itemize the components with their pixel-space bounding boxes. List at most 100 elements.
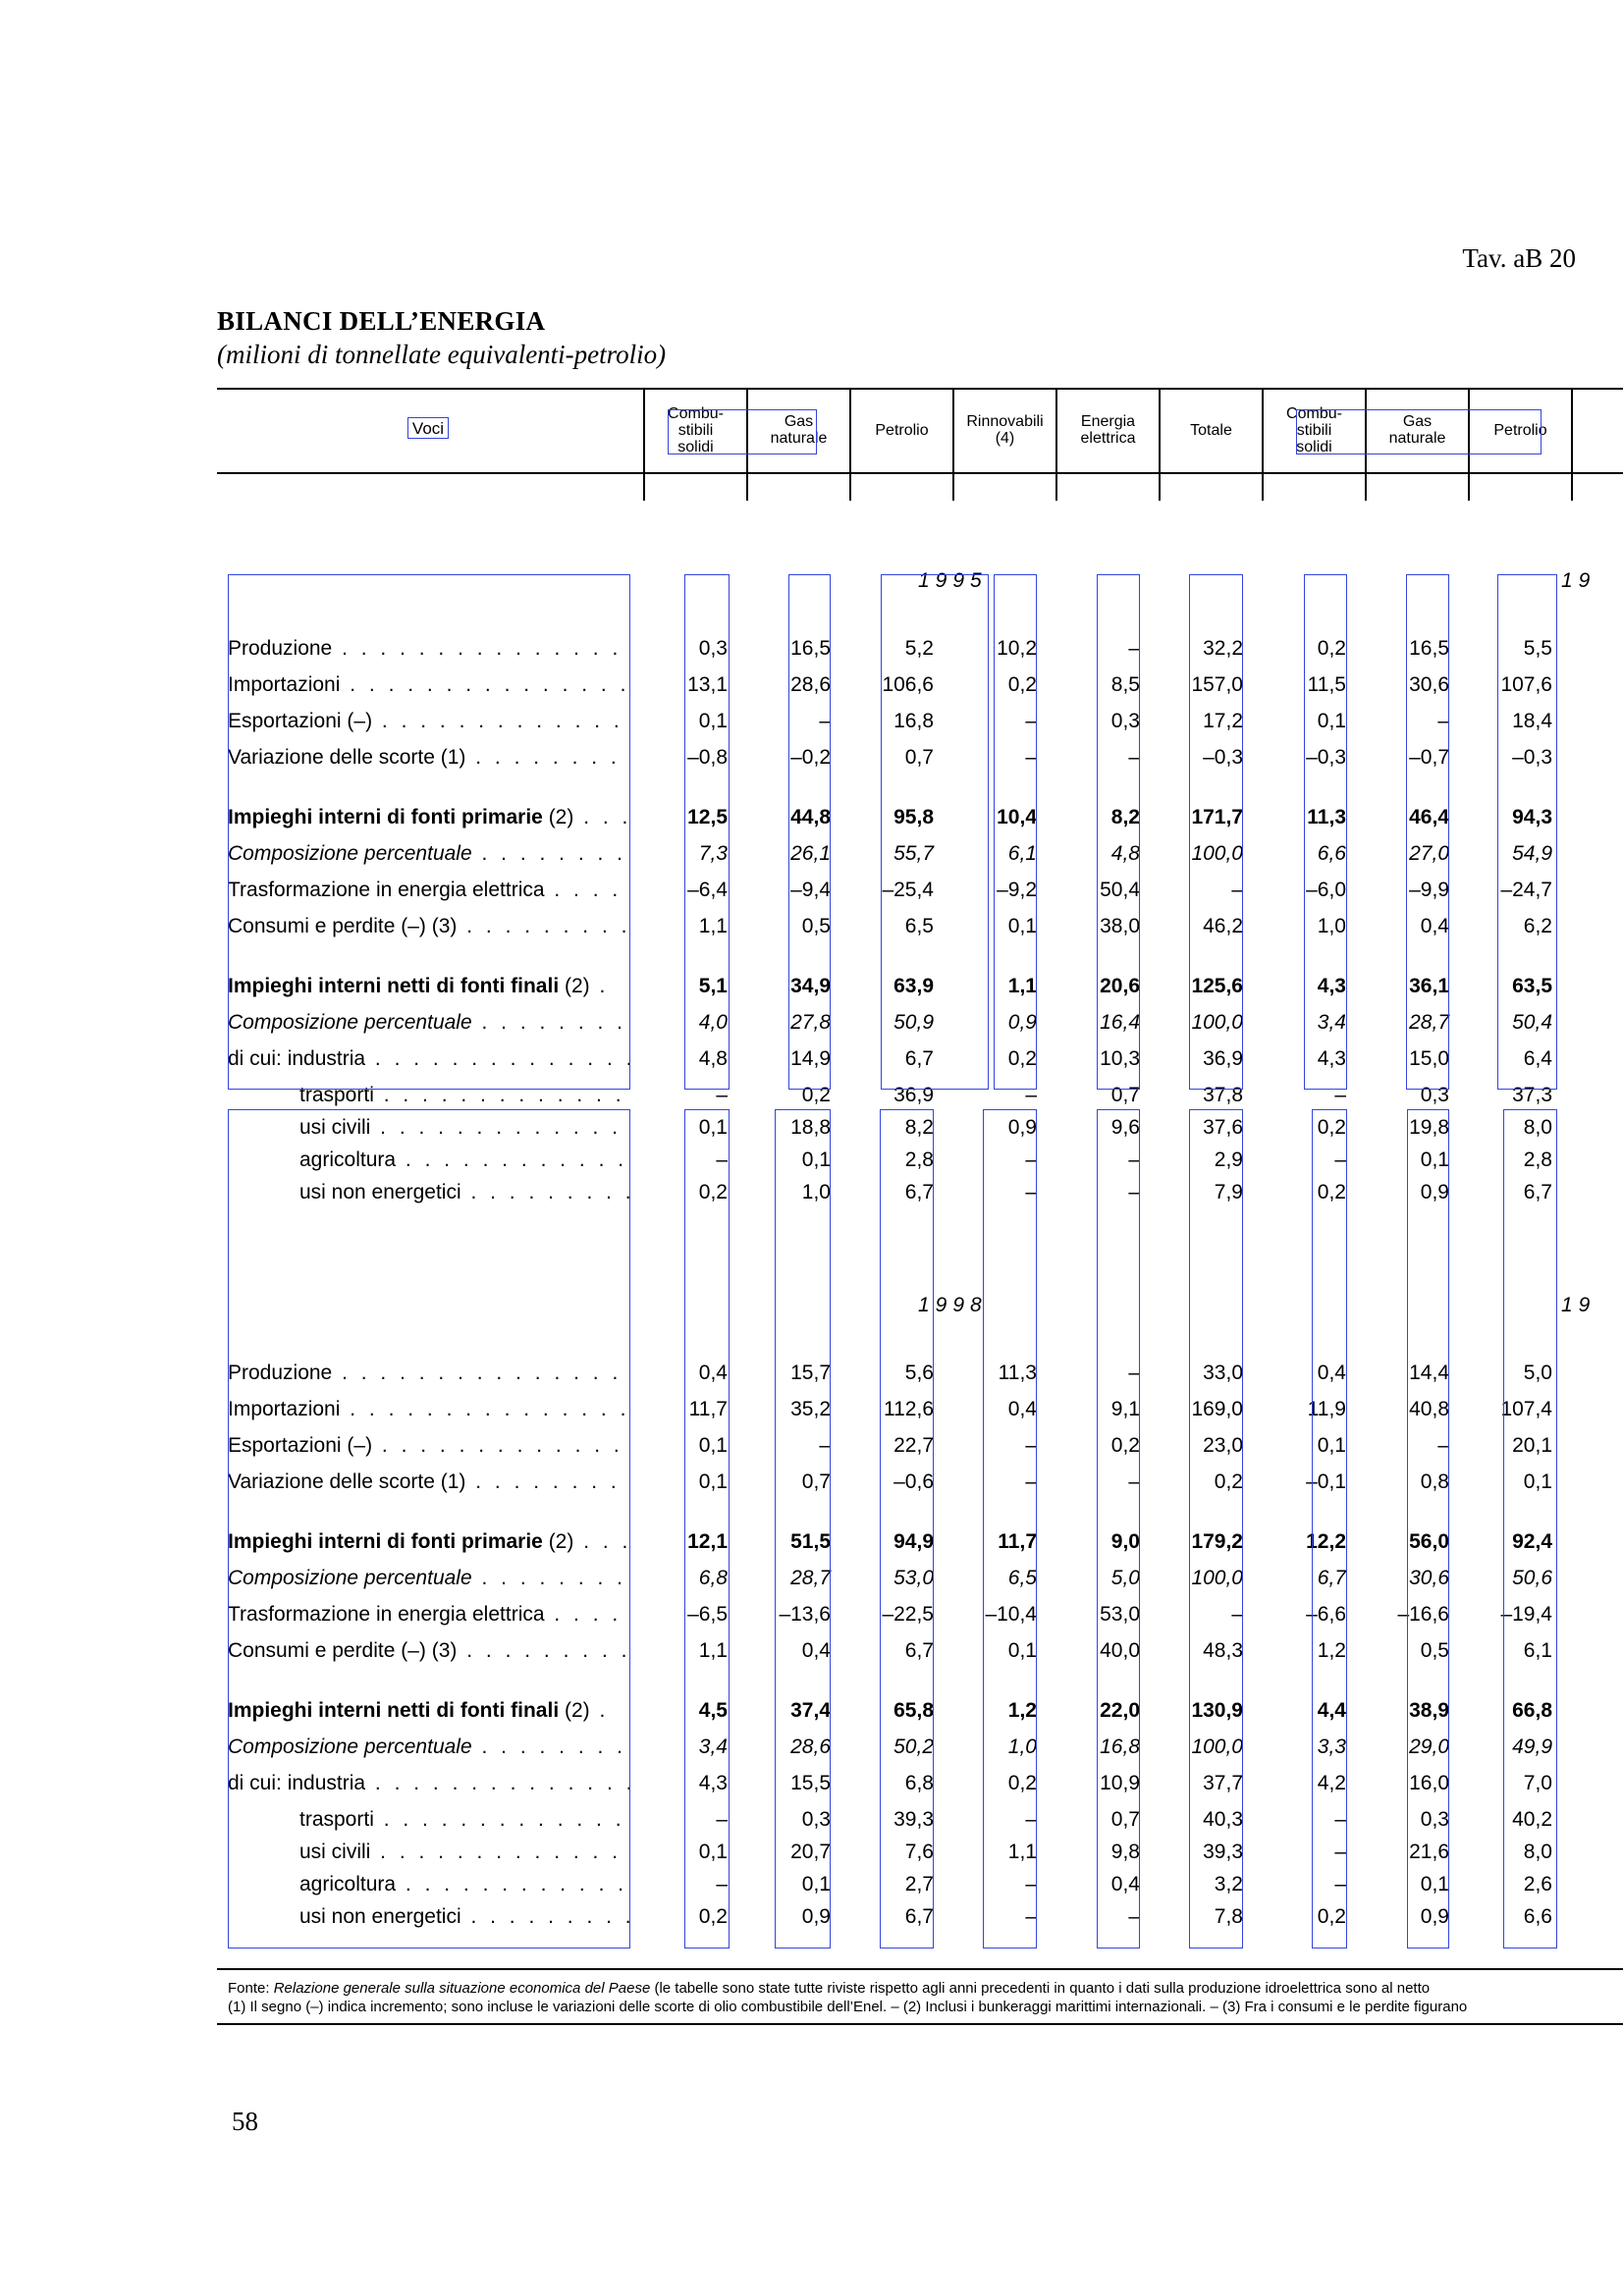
table-cell: 19,8: [1409, 1116, 1449, 1139]
table-cell: 37,8: [1203, 1084, 1243, 1106]
section-year-continued: 19: [1561, 1294, 1596, 1316]
table-cell: 107,6: [1500, 673, 1552, 696]
table-cell: 34,9: [790, 975, 831, 997]
table-cell: –: [1025, 710, 1037, 732]
table-cell: 100,0: [1191, 1011, 1243, 1034]
table-cell: –9,9: [1409, 879, 1449, 901]
table-cell: 20,1: [1512, 1434, 1552, 1457]
table-cell: 106,6: [882, 673, 934, 696]
table-cell: –6,6: [1306, 1603, 1346, 1626]
table-cell: 10,9: [1100, 1772, 1140, 1794]
table-cell: 2,7: [904, 1873, 934, 1896]
table-cell: 1,1: [1007, 975, 1037, 997]
column-header: Gas naturale: [770, 413, 828, 447]
table-cell: 0,5: [801, 915, 831, 937]
table-cell: 0,1: [1420, 1148, 1449, 1171]
table-cell: –: [1025, 1808, 1037, 1831]
footnote-bottom-rule: [217, 2023, 1623, 2025]
table-cell: 37,4: [790, 1699, 831, 1722]
table-cell: 0,2: [1317, 1116, 1346, 1139]
table-cell: 16,8: [1100, 1735, 1140, 1758]
table-cell: 2,8: [904, 1148, 934, 1171]
table-cell: –: [1025, 1905, 1037, 1928]
table-cell: 16,5: [790, 637, 831, 660]
table-cell: 0,2: [698, 1905, 728, 1928]
table-cell: –: [1437, 710, 1449, 732]
table-cell: 0,2: [698, 1181, 728, 1203]
row-label: usi civili . . . . . . . . . . . . . . .…: [299, 1116, 630, 1139]
table-row: Impieghi interni di fonti primarie (2) .…: [0, 803, 1623, 832]
row-label: Composizione percentuale . . . . . . . .…: [228, 1567, 630, 1589]
column-header-voci: Voci: [407, 417, 449, 439]
table-cell: 16,8: [893, 710, 934, 732]
row-label: Produzione . . . . . . . . . . . . . . .…: [228, 1362, 630, 1384]
table-cell: 6,7: [904, 1905, 934, 1928]
table-cell: 0,2: [1110, 1434, 1140, 1457]
header-bottom-rule: [217, 472, 1623, 474]
table-cell: 37,6: [1203, 1116, 1243, 1139]
table-cell: –0,7: [1409, 746, 1449, 769]
table-cell: 4,0: [698, 1011, 728, 1034]
column-divider: [643, 388, 645, 501]
table-cell: 0,1: [1317, 1434, 1346, 1457]
table-cell: 1,0: [1007, 1735, 1037, 1758]
table-cell: 27,8: [790, 1011, 831, 1034]
table-cell: 50,4: [1100, 879, 1140, 901]
table-cell: 18,8: [790, 1116, 831, 1139]
table-cell: 63,9: [893, 975, 934, 997]
table-cell: 8,0: [1523, 1841, 1552, 1863]
row-label: Esportazioni (–) . . . . . . . . . . . .…: [228, 1434, 630, 1457]
table-cell: 54,9: [1512, 842, 1552, 865]
table-cell: 0,2: [1317, 637, 1346, 660]
row-label: Variazione delle scorte (1) . . . . . . …: [228, 746, 630, 769]
table-row: Impieghi interni di fonti primarie (2) .…: [0, 1527, 1623, 1557]
table-cell: 12,1: [687, 1530, 728, 1553]
table-subtitle: (milioni di tonnellate equivalenti-petro…: [217, 340, 667, 369]
table-cell: 30,6: [1409, 1567, 1449, 1589]
table-cell: 169,0: [1191, 1398, 1243, 1420]
table-cell: 7,0: [1523, 1772, 1552, 1794]
table-cell: 44,8: [790, 806, 831, 828]
table-cell: –: [1025, 746, 1037, 769]
table-cell: 35,2: [790, 1398, 831, 1420]
table-cell: 6,1: [1523, 1639, 1552, 1662]
table-cell: 0,3: [1420, 1808, 1449, 1831]
table-cell: 51,5: [790, 1530, 831, 1553]
row-label: Consumi e perdite (–) (3) . . . . . . . …: [228, 1639, 630, 1662]
table-row: Trasformazione in energia elettrica . . …: [0, 1600, 1623, 1629]
table-cell: 0,9: [801, 1905, 831, 1928]
table-row: usi civili . . . . . . . . . . . . . . .…: [0, 1838, 1623, 1867]
table-cell: 33,0: [1203, 1362, 1243, 1384]
table-cell: 11,3: [998, 1362, 1037, 1384]
table-cell: 107,4: [1500, 1398, 1552, 1420]
table-cell: 40,3: [1203, 1808, 1243, 1831]
table-cell: 0,1: [1420, 1873, 1449, 1896]
table-cell: 23,0: [1203, 1434, 1243, 1457]
table-cell: 10,2: [997, 637, 1037, 660]
notes-line: (1) Il segno (–) indica incremento; sono…: [228, 1999, 1468, 2015]
table-cell: 94,9: [893, 1530, 934, 1553]
table-row: di cui: industria . . . . . . . . . . . …: [0, 1769, 1623, 1798]
table-cell: 1,2: [1007, 1699, 1037, 1722]
table-cell: 6,7: [904, 1047, 934, 1070]
table-cell: 12,2: [1306, 1530, 1346, 1553]
table-cell: 29,0: [1409, 1735, 1449, 1758]
column-header: Totale: [1190, 421, 1232, 439]
table-cell: –24,7: [1500, 879, 1552, 901]
page-number: 58: [232, 2107, 258, 2136]
column-header: Gas naturale: [1388, 413, 1446, 447]
table-row: agricoltura . . . . . . . . . . . . . . …: [0, 1146, 1623, 1175]
table-cell: 15,5: [790, 1772, 831, 1794]
row-label: Variazione delle scorte (1) . . . . . . …: [228, 1470, 630, 1493]
row-label: Impieghi interni netti di fonti finali (…: [228, 1699, 610, 1722]
table-cell: 22,7: [893, 1434, 934, 1457]
column-header: Petrolio: [875, 421, 929, 439]
table-cell: 8,2: [904, 1116, 934, 1139]
column-divider: [1055, 388, 1057, 501]
table-cell: 0,8: [1420, 1470, 1449, 1493]
table-cell: 5,0: [1523, 1362, 1552, 1384]
table-cell: 3,4: [698, 1735, 728, 1758]
table-cell: –0,3: [1306, 746, 1346, 769]
table-cell: –22,5: [882, 1603, 934, 1626]
table-cell: 0,1: [698, 1116, 728, 1139]
